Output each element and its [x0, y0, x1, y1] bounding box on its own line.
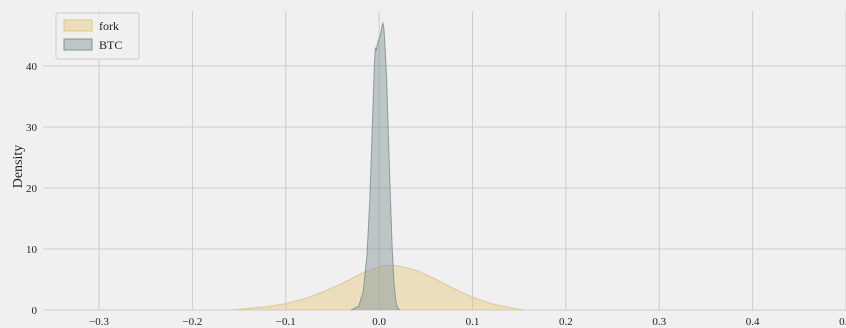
y-tick-label: 10 [26, 244, 38, 256]
y-tick-label: 20 [26, 183, 38, 195]
grid-layer [43, 11, 846, 311]
x-tick-label: 0.2 [559, 316, 573, 328]
series-layer [229, 21, 524, 311]
series-area-btc [351, 23, 400, 310]
legend-label-fork: fork [99, 19, 119, 33]
y-tick-label: 30 [26, 122, 38, 134]
x-tick-label: −0.2 [182, 316, 202, 328]
x-tick-label: 0.5 [839, 316, 846, 328]
series-line-btc [350, 21, 401, 311]
series-line-fork [229, 264, 524, 311]
y-axis-label: Density [11, 145, 26, 189]
x-tick-label: 0.3 [652, 316, 666, 328]
x-tick-label: 0.0 [372, 316, 386, 328]
y-tick-label: 40 [26, 61, 38, 73]
axis-labels-layer: −0.3 −0.2 −0.1 0.0 0.1 0.2 0.3 0.4 0.5 0 10 20 30 40 D… [11, 61, 846, 328]
legend-swatch-fork [63, 19, 93, 32]
legend: fork BTC [55, 12, 140, 60]
x-tick-label: −0.1 [276, 316, 296, 328]
legend-frame [55, 12, 140, 60]
x-tick-label: 0.1 [466, 316, 480, 328]
legend-swatch-btc [63, 38, 93, 51]
x-tick-label: 0.4 [746, 316, 760, 328]
legend-label-btc: BTC [99, 38, 122, 52]
y-tick-label: 0 [32, 305, 38, 317]
x-tick-label: −0.3 [89, 316, 109, 328]
series-area-fork [229, 265, 524, 310]
